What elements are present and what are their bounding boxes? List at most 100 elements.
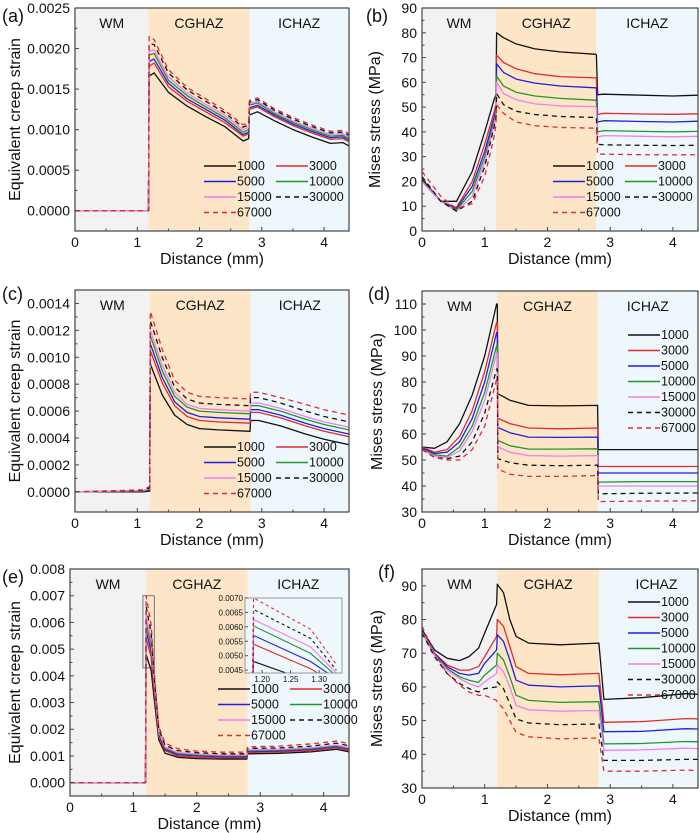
y-tick-label: 0: [409, 223, 417, 239]
legend-label-5000: 5000: [251, 698, 279, 712]
panel-label: (c): [2, 284, 23, 304]
x-tick-label: 0: [418, 234, 426, 250]
series-group: [75, 310, 349, 493]
series-line-10000: [422, 75, 698, 211]
series-line-67000: [75, 35, 349, 212]
legend-label-15000: 15000: [586, 190, 621, 204]
x-tick-label: 2: [544, 791, 552, 807]
y-tick-label: 40: [401, 746, 417, 762]
x-axis-title: Distance (mm): [508, 532, 612, 549]
series-line-1000: [75, 72, 349, 212]
y-tick-label: 70: [401, 50, 417, 66]
x-tick-label: 1: [133, 234, 141, 250]
inset-plot: 1.20 1.25 1.30 0.0045 0.0050 0.0055 0.0060 0.00…: [219, 594, 343, 684]
legend-label-67000: 67000: [661, 421, 696, 435]
y-tick-label: 0.0025: [27, 0, 70, 16]
series-line-30000: [75, 43, 349, 212]
series-line-3000: [75, 62, 349, 212]
y-tick-label: 60: [401, 426, 417, 442]
series-line-15000: [75, 49, 349, 212]
y-axis-title: Equivalent creep strain: [7, 601, 24, 764]
y-tick-label: 90: [401, 578, 417, 594]
x-tick-label: 0: [418, 515, 426, 531]
zone-label-cghaz: CGHAZ: [172, 576, 221, 592]
series-line-30000: [422, 632, 698, 762]
zone-cghaz-background: [146, 569, 248, 796]
series-line-5000: [422, 63, 698, 210]
inset-background: [245, 598, 342, 673]
series-line-15000: [70, 615, 349, 784]
zone-label-cghaz: CGHAZ: [524, 576, 573, 592]
legend-label-15000: 15000: [661, 657, 696, 671]
x-tick-label: 3: [606, 791, 614, 807]
zone-label-cghaz: CGHAZ: [522, 15, 571, 31]
y-tick-label: 0.0002: [27, 457, 70, 473]
x-axis-title: Distance (mm): [157, 816, 261, 833]
y-tick-label: 0.006: [30, 614, 65, 630]
y-tick-label: 0.0000: [27, 203, 70, 219]
inset-series-line-15000: [252, 618, 337, 673]
legend-label-1000: 1000: [661, 328, 689, 342]
legend-label-5000: 5000: [661, 359, 689, 373]
y-tick-label: 40: [401, 124, 417, 140]
panel-label: (e): [2, 567, 24, 587]
legend-label-3000: 3000: [658, 159, 686, 173]
legend-label-30000: 30000: [309, 471, 344, 485]
y-tick-label: 30: [401, 780, 417, 796]
y-tick-label: 30: [401, 504, 417, 520]
series-group: [422, 583, 698, 772]
y-tick-label: 0.0012: [27, 322, 70, 338]
y-tick-label: 80: [401, 612, 417, 628]
series-line-67000: [70, 595, 349, 784]
series-line-30000: [75, 320, 349, 493]
y-tick-label: 110: [395, 296, 418, 312]
legend-label-3000: 3000: [323, 682, 351, 696]
legend-label-10000: 10000: [661, 375, 696, 389]
zone-wm-background: [75, 8, 149, 231]
y-axis-title: Mises stress (MPa): [369, 610, 386, 747]
zone-label-wm: WM: [447, 576, 472, 592]
legend-label-30000: 30000: [661, 673, 696, 687]
x-tick-label: 1: [481, 515, 489, 531]
y-tick-label: 0.003: [30, 695, 65, 711]
zone-label-wm: WM: [96, 576, 121, 592]
legend-label-67000: 67000: [251, 729, 286, 743]
zone-ichaz-background: [250, 290, 349, 512]
inset-y-tick-label: 0.0050: [219, 652, 244, 661]
series-line-3000: [70, 637, 349, 784]
x-tick-label: 2: [544, 234, 552, 250]
series-group: [70, 595, 349, 784]
y-tick-label: 30: [401, 149, 417, 165]
y-tick-label: 0.0015: [27, 81, 70, 97]
legend-label-30000: 30000: [323, 713, 358, 727]
zone-ichaz-background: [598, 569, 698, 788]
x-tick-label: 1: [481, 791, 489, 807]
zone-label-wm: WM: [447, 298, 472, 314]
zone-label-wm: WM: [99, 15, 124, 31]
legend-label-5000: 5000: [586, 175, 614, 189]
legend-label-67000: 67000: [661, 688, 696, 702]
x-tick-label: 1: [130, 799, 138, 815]
inset-frame: [244, 597, 343, 674]
zone-label-ichaz: ICHAZ: [278, 15, 320, 31]
legend-label-30000: 30000: [661, 406, 696, 420]
x-axis-title: Distance (mm): [160, 532, 264, 549]
zoom-region-box: [142, 595, 155, 669]
x-axis-title: Distance (mm): [160, 251, 264, 268]
inset-series-line-30000: [252, 608, 337, 673]
y-tick-label: 70: [401, 400, 417, 416]
legend-label-10000: 10000: [661, 642, 696, 656]
series-line-30000: [70, 605, 349, 784]
y-tick-label: 0.008: [30, 561, 65, 577]
y-axis-title: Equivalent creep strain: [7, 320, 24, 483]
x-axis-title: Distance (mm): [508, 808, 612, 825]
x-tick-label: 0: [71, 234, 79, 250]
inset-series-line-67000: [251, 598, 337, 673]
y-tick-label: 0.0004: [27, 430, 70, 446]
plot-frame: [421, 290, 699, 513]
